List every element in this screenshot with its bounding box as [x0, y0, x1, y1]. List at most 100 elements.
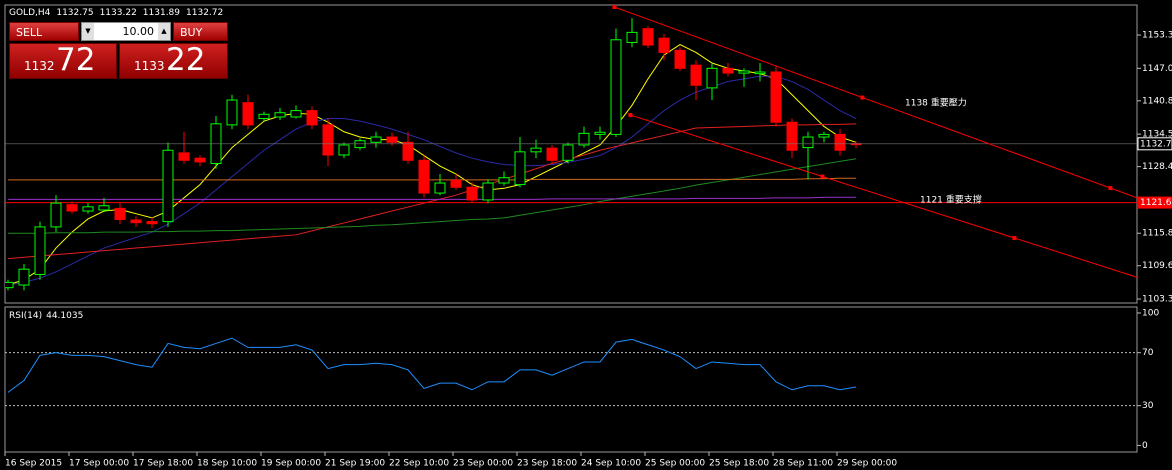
candle-body: [578, 132, 590, 146]
x-tick-label: 25 Sep 18:00: [709, 459, 769, 469]
candle-body: [706, 67, 718, 89]
candle-body: [18, 268, 30, 286]
candle-body: [146, 221, 158, 225]
trend-anchor: [628, 113, 633, 118]
sell-button[interactable]: SELL: [9, 22, 79, 41]
lots-value: 10.00: [122, 25, 155, 38]
x-tick-label: 22 Sep 10:00: [389, 459, 449, 469]
trend-anchor: [612, 5, 617, 10]
candle-body: [626, 31, 638, 43]
candle-body: [482, 182, 494, 201]
level-label: 1121.60: [1140, 198, 1172, 208]
trend-line: [614, 6, 1137, 199]
bid-pips: 72: [56, 42, 96, 78]
candle-body: [402, 141, 414, 161]
candle-body: [546, 147, 558, 161]
annotation: 1138 重要壓力: [905, 97, 967, 109]
x-tick-label: 17 Sep 00:00: [69, 459, 129, 469]
moving-average: [8, 158, 857, 234]
candle-body: [690, 64, 702, 86]
trend-anchor: [860, 95, 865, 100]
rsi-name: RSI(14): [9, 311, 42, 321]
ask-big-figure: 1133: [134, 59, 165, 73]
candle-body: [370, 136, 382, 143]
candle-body: [434, 182, 446, 194]
candle-body: [674, 49, 686, 69]
candle-body: [498, 177, 510, 184]
candle-body: [338, 144, 350, 156]
candle-body: [514, 151, 526, 186]
candle-body: [770, 71, 782, 123]
candle-body: [66, 204, 78, 212]
x-tick-label: 25 Sep 00:00: [645, 459, 705, 469]
rsi-panel: [4, 306, 1138, 453]
chart-title: GOLD,H4: [9, 8, 51, 18]
main-plot: 1138 重要壓力 1121 重要支撐: [5, 5, 1137, 291]
y-tick-label: 70: [1142, 348, 1154, 358]
candle-body: [562, 144, 574, 161]
ask-box[interactable]: 1133 22: [119, 42, 228, 79]
y-tick-label: 1109.65: [1142, 261, 1172, 271]
lots-input[interactable]: ▼ 10.00 ▲: [81, 22, 171, 41]
candle-body: [818, 133, 830, 138]
candle-body: [98, 205, 110, 211]
x-tick-label: 24 Sep 10:00: [581, 459, 641, 469]
buy-button[interactable]: BUY: [173, 22, 228, 41]
x-tick-label: 23 Sep 00:00: [453, 459, 513, 469]
candle-body: [306, 110, 318, 126]
x-tick-label: 17 Sep 18:00: [133, 459, 193, 469]
trend-line: [630, 114, 1137, 278]
bid-big-figure: 1132: [24, 59, 55, 73]
y-tick-label: 1103.35: [1142, 295, 1172, 305]
candle-body: [226, 99, 238, 126]
y-tick-label: 0: [1142, 441, 1148, 451]
candle-body: [178, 152, 190, 161]
candle-body: [610, 39, 622, 135]
last-price-label: 1132.72: [1140, 139, 1172, 149]
candle-body: [786, 121, 798, 151]
y-tick-label: 1153.30: [1142, 31, 1172, 41]
header-value: 1132.75: [56, 8, 93, 18]
bid-box[interactable]: 1132 72: [9, 42, 117, 79]
candle-body: [386, 136, 398, 143]
y-tick-label: 30: [1142, 401, 1154, 411]
candle-body: [754, 71, 766, 75]
annotation: 1121 重要支撐: [920, 194, 982, 206]
header-value: 1132.72: [186, 8, 223, 18]
header-value: 1131.89: [143, 8, 180, 18]
rsi-title: RSI(14) 44.1035: [9, 311, 83, 321]
candle-body: [162, 149, 174, 223]
trend-anchor: [1108, 186, 1113, 191]
x-tick-label: 19 Sep 00:00: [261, 459, 321, 469]
lots-up[interactable]: ▲: [158, 23, 170, 40]
trade-panel: SELL ▼ 10.00 ▲ BUY 1132 72 1133 22: [9, 22, 228, 79]
lots-down[interactable]: ▼: [82, 23, 94, 40]
header-value: 1133.22: [100, 8, 137, 18]
candle-body: [34, 226, 46, 275]
x-tick-label: 21 Sep 19:00: [325, 459, 385, 469]
candle-body: [5, 281, 14, 289]
candle-body: [194, 157, 206, 163]
moving-average: [8, 196, 856, 200]
candle-body: [258, 113, 270, 120]
x-tick-label: 16 Sep 2015: [5, 459, 62, 469]
candle-body: [274, 112, 286, 118]
y-tick-label: 1128.40: [1142, 162, 1172, 172]
moving-average: [7, 123, 857, 260]
rsi-line: [7, 337, 857, 393]
candle-body: [450, 179, 462, 188]
candle-body: [466, 186, 478, 201]
axes: 1153.30 1147.00 1140.85 1134.55 1128.40 1115.…: [4, 8, 1172, 469]
last-price-box: [1137, 137, 1172, 151]
candle-body: [802, 136, 814, 149]
candle-body: [322, 124, 334, 156]
rsi-plot: [5, 337, 1137, 407]
candle-body: [130, 219, 142, 224]
candle-body: [354, 140, 366, 149]
trend-anchor: [1012, 235, 1017, 240]
candle-body: [594, 131, 606, 135]
level-label-box: [1138, 196, 1172, 209]
candle-body: [114, 207, 126, 220]
